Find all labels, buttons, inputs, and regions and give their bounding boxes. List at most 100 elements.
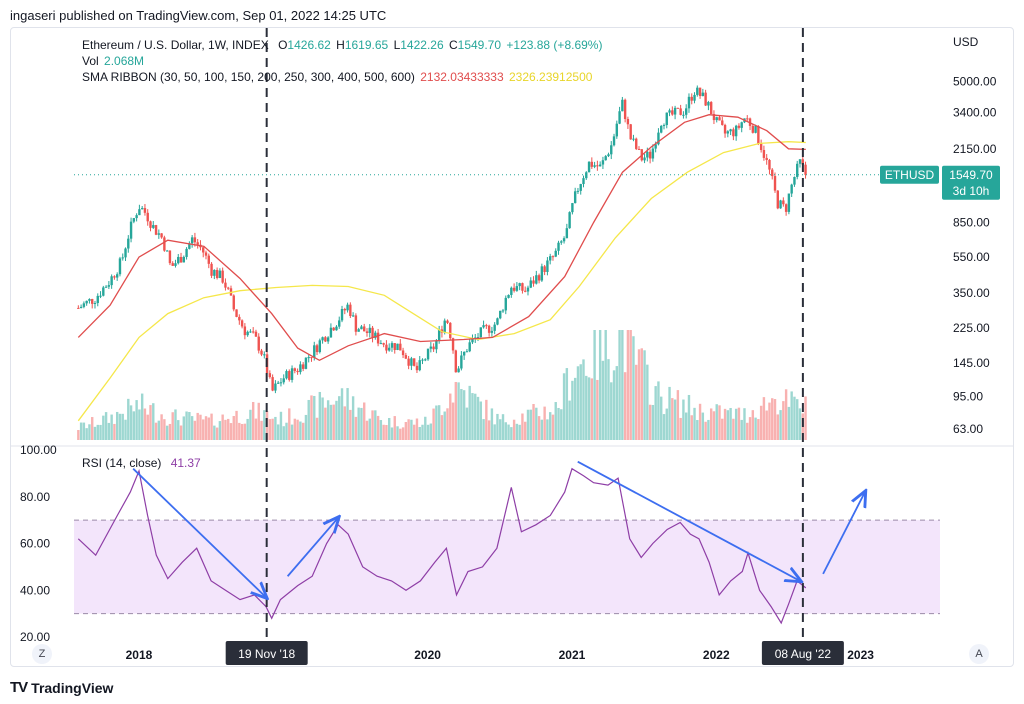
volume-bar xyxy=(518,424,521,440)
candle-body xyxy=(757,126,760,144)
volume-bar xyxy=(732,418,735,440)
volume-bar xyxy=(660,396,663,440)
volume-bar xyxy=(207,417,210,440)
candle-body xyxy=(374,332,377,338)
volume-bar xyxy=(102,415,105,440)
volume-bar xyxy=(474,393,477,440)
x-tick-label: 2020 xyxy=(414,648,441,662)
volume-bar xyxy=(557,407,560,440)
volume-bar xyxy=(415,418,419,440)
marker-label-aug-2022-bg xyxy=(761,641,844,665)
candle-body xyxy=(746,118,749,120)
volume-bar xyxy=(493,424,496,440)
candle-body xyxy=(260,350,263,355)
candle-body xyxy=(451,338,455,351)
candle-body xyxy=(346,304,349,311)
volume-bar xyxy=(160,414,163,440)
candle-body xyxy=(454,350,458,373)
volume-bar xyxy=(485,399,488,440)
volume-bar xyxy=(635,364,638,440)
candle-body xyxy=(457,368,460,373)
volume-bar xyxy=(221,414,224,440)
volume-bar xyxy=(646,364,649,440)
candle-body xyxy=(557,242,560,251)
volume-bar xyxy=(410,419,413,440)
candle-body xyxy=(188,243,191,249)
candle-body xyxy=(648,151,652,159)
volume-bar xyxy=(121,413,124,440)
candle-body xyxy=(140,208,144,210)
volume-bar xyxy=(365,420,369,440)
volume-bar xyxy=(91,417,94,440)
candle-body xyxy=(562,238,566,242)
candle-body xyxy=(393,343,396,351)
candle-body xyxy=(604,156,607,161)
candle-body xyxy=(734,125,738,137)
volume-bar xyxy=(748,417,752,440)
candle-body xyxy=(771,169,774,177)
volume-bar xyxy=(390,427,394,440)
candle-countdown: 3d 10h xyxy=(953,184,990,198)
volume-bar xyxy=(321,397,324,440)
rsi-tick-label: 40.00 xyxy=(20,583,50,597)
volume-bar xyxy=(376,415,380,440)
volume-bar xyxy=(146,414,149,440)
volume-bar xyxy=(340,388,344,440)
volume-bar xyxy=(407,419,410,440)
volume-bar xyxy=(177,420,180,440)
volume-bar xyxy=(454,381,458,440)
volume-bar xyxy=(468,385,471,440)
volume-bar xyxy=(504,422,507,440)
volume-bar xyxy=(560,409,563,440)
volume-bar xyxy=(174,409,177,440)
candle-body xyxy=(251,331,255,333)
candle-body xyxy=(668,110,671,113)
volume-bar xyxy=(590,378,594,440)
candle-body xyxy=(709,102,713,115)
candle-body xyxy=(759,143,763,151)
volume-bar xyxy=(371,410,374,440)
candle-body xyxy=(784,204,788,212)
trend-arrow-down-2021 xyxy=(577,460,800,581)
volume-bar xyxy=(496,413,499,440)
volume-bar xyxy=(687,394,691,440)
volume-bar xyxy=(784,389,788,440)
candle-body xyxy=(307,357,310,359)
candle-body xyxy=(801,159,804,165)
volume-bar xyxy=(696,420,699,440)
volume-bar xyxy=(776,414,779,440)
candle-body xyxy=(363,326,366,332)
volume-bar xyxy=(543,406,546,440)
candle-body xyxy=(779,200,782,209)
volume-bar xyxy=(204,416,208,440)
candle-body xyxy=(143,208,147,213)
candle-body xyxy=(102,287,105,296)
candle-body xyxy=(707,102,710,106)
volume-bar xyxy=(435,405,438,440)
volume-bar xyxy=(213,425,216,440)
volume-bar xyxy=(412,424,416,440)
volume-bar xyxy=(424,416,427,440)
candle-body xyxy=(435,340,438,350)
volume-bar xyxy=(346,388,349,440)
volume-bar xyxy=(388,417,391,440)
candle-body xyxy=(507,294,510,298)
volume-bar xyxy=(757,419,760,440)
volume-bar xyxy=(707,419,710,440)
candle-body xyxy=(512,287,516,291)
auto-scale-button[interactable]: A xyxy=(969,644,989,664)
candle-body xyxy=(240,320,244,327)
zoom-reset-button[interactable]: Z xyxy=(32,644,52,664)
candle-body xyxy=(177,256,180,264)
volume-bar xyxy=(798,408,802,440)
volume-bar xyxy=(796,399,799,440)
volume-bar xyxy=(179,425,183,440)
volume-bar xyxy=(110,414,113,440)
volume-bar xyxy=(787,406,791,440)
volume-bar xyxy=(296,419,299,440)
candle-body xyxy=(471,338,474,343)
volume-bar xyxy=(593,330,596,440)
volume-bar xyxy=(540,419,544,440)
candle-body xyxy=(268,373,272,378)
